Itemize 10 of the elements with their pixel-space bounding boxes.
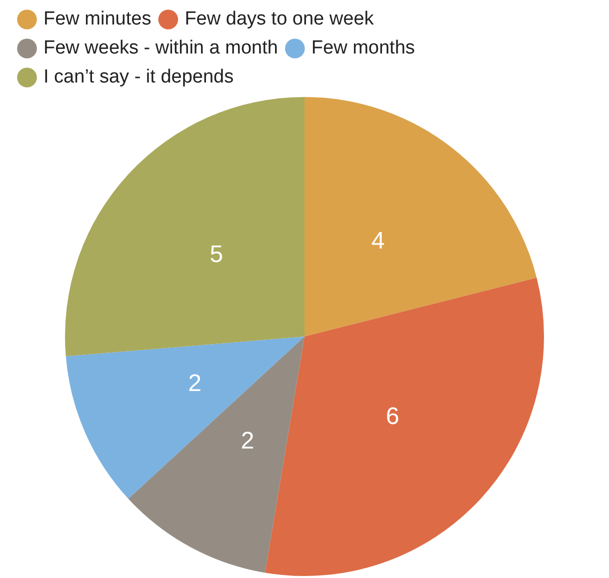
legend-label: Few months <box>311 38 415 59</box>
legend-label: I can’t say - it depends <box>44 66 234 88</box>
legend-label: Few weeks - within a month <box>44 38 278 59</box>
legend-label: Few minutes <box>44 8 152 30</box>
data-label: 5 <box>210 241 224 268</box>
data-label: 2 <box>188 370 202 398</box>
data-label: 2 <box>240 427 254 454</box>
data-label: 6 <box>386 403 400 430</box>
data-label: 4 <box>371 228 385 255</box>
legend-label: Few days to one week <box>184 8 374 30</box>
